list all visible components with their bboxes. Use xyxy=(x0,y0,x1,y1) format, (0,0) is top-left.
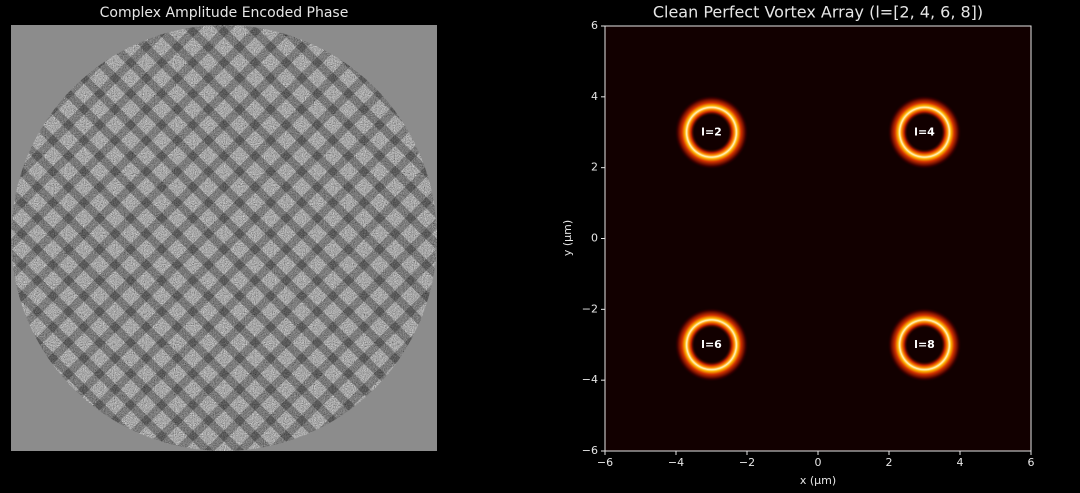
vortex-ring xyxy=(887,95,962,170)
y-tick-label: 6 xyxy=(591,19,598,32)
left-title: Complex Amplitude Encoded Phase xyxy=(100,5,349,21)
vortex-label: l=2 xyxy=(701,125,722,138)
y-tick-label: 2 xyxy=(591,161,598,174)
right-title: Clean Perfect Vortex Array (l=[2, 4, 6, … xyxy=(653,3,983,22)
vortex-label: l=8 xyxy=(914,338,935,351)
x-tick-label: 2 xyxy=(886,456,893,469)
x-tick-label: 6 xyxy=(1028,456,1035,469)
vortex-ring xyxy=(887,307,962,382)
x-tick-label: 0 xyxy=(815,456,822,469)
y-axis-label: y (μm) xyxy=(561,220,574,256)
y-tick-label: −4 xyxy=(582,373,598,386)
y-tick-label: 4 xyxy=(591,90,598,103)
x-tick-label: −4 xyxy=(668,456,684,469)
plot-area xyxy=(605,26,1031,451)
vortex-ring xyxy=(674,95,749,170)
y-tick-label: −6 xyxy=(582,444,598,457)
x-axis-label: x (μm) xyxy=(800,474,836,487)
y-tick-label: −2 xyxy=(582,302,598,315)
x-tick-label: −2 xyxy=(739,456,755,469)
vortex-label: l=6 xyxy=(701,338,722,351)
x-tick-label: 4 xyxy=(957,456,964,469)
y-tick-label: 0 xyxy=(591,232,598,245)
x-tick-label: −6 xyxy=(597,456,613,469)
vortex-ring xyxy=(674,307,749,382)
vortex-label: l=4 xyxy=(914,125,935,138)
hologram xyxy=(11,25,437,451)
